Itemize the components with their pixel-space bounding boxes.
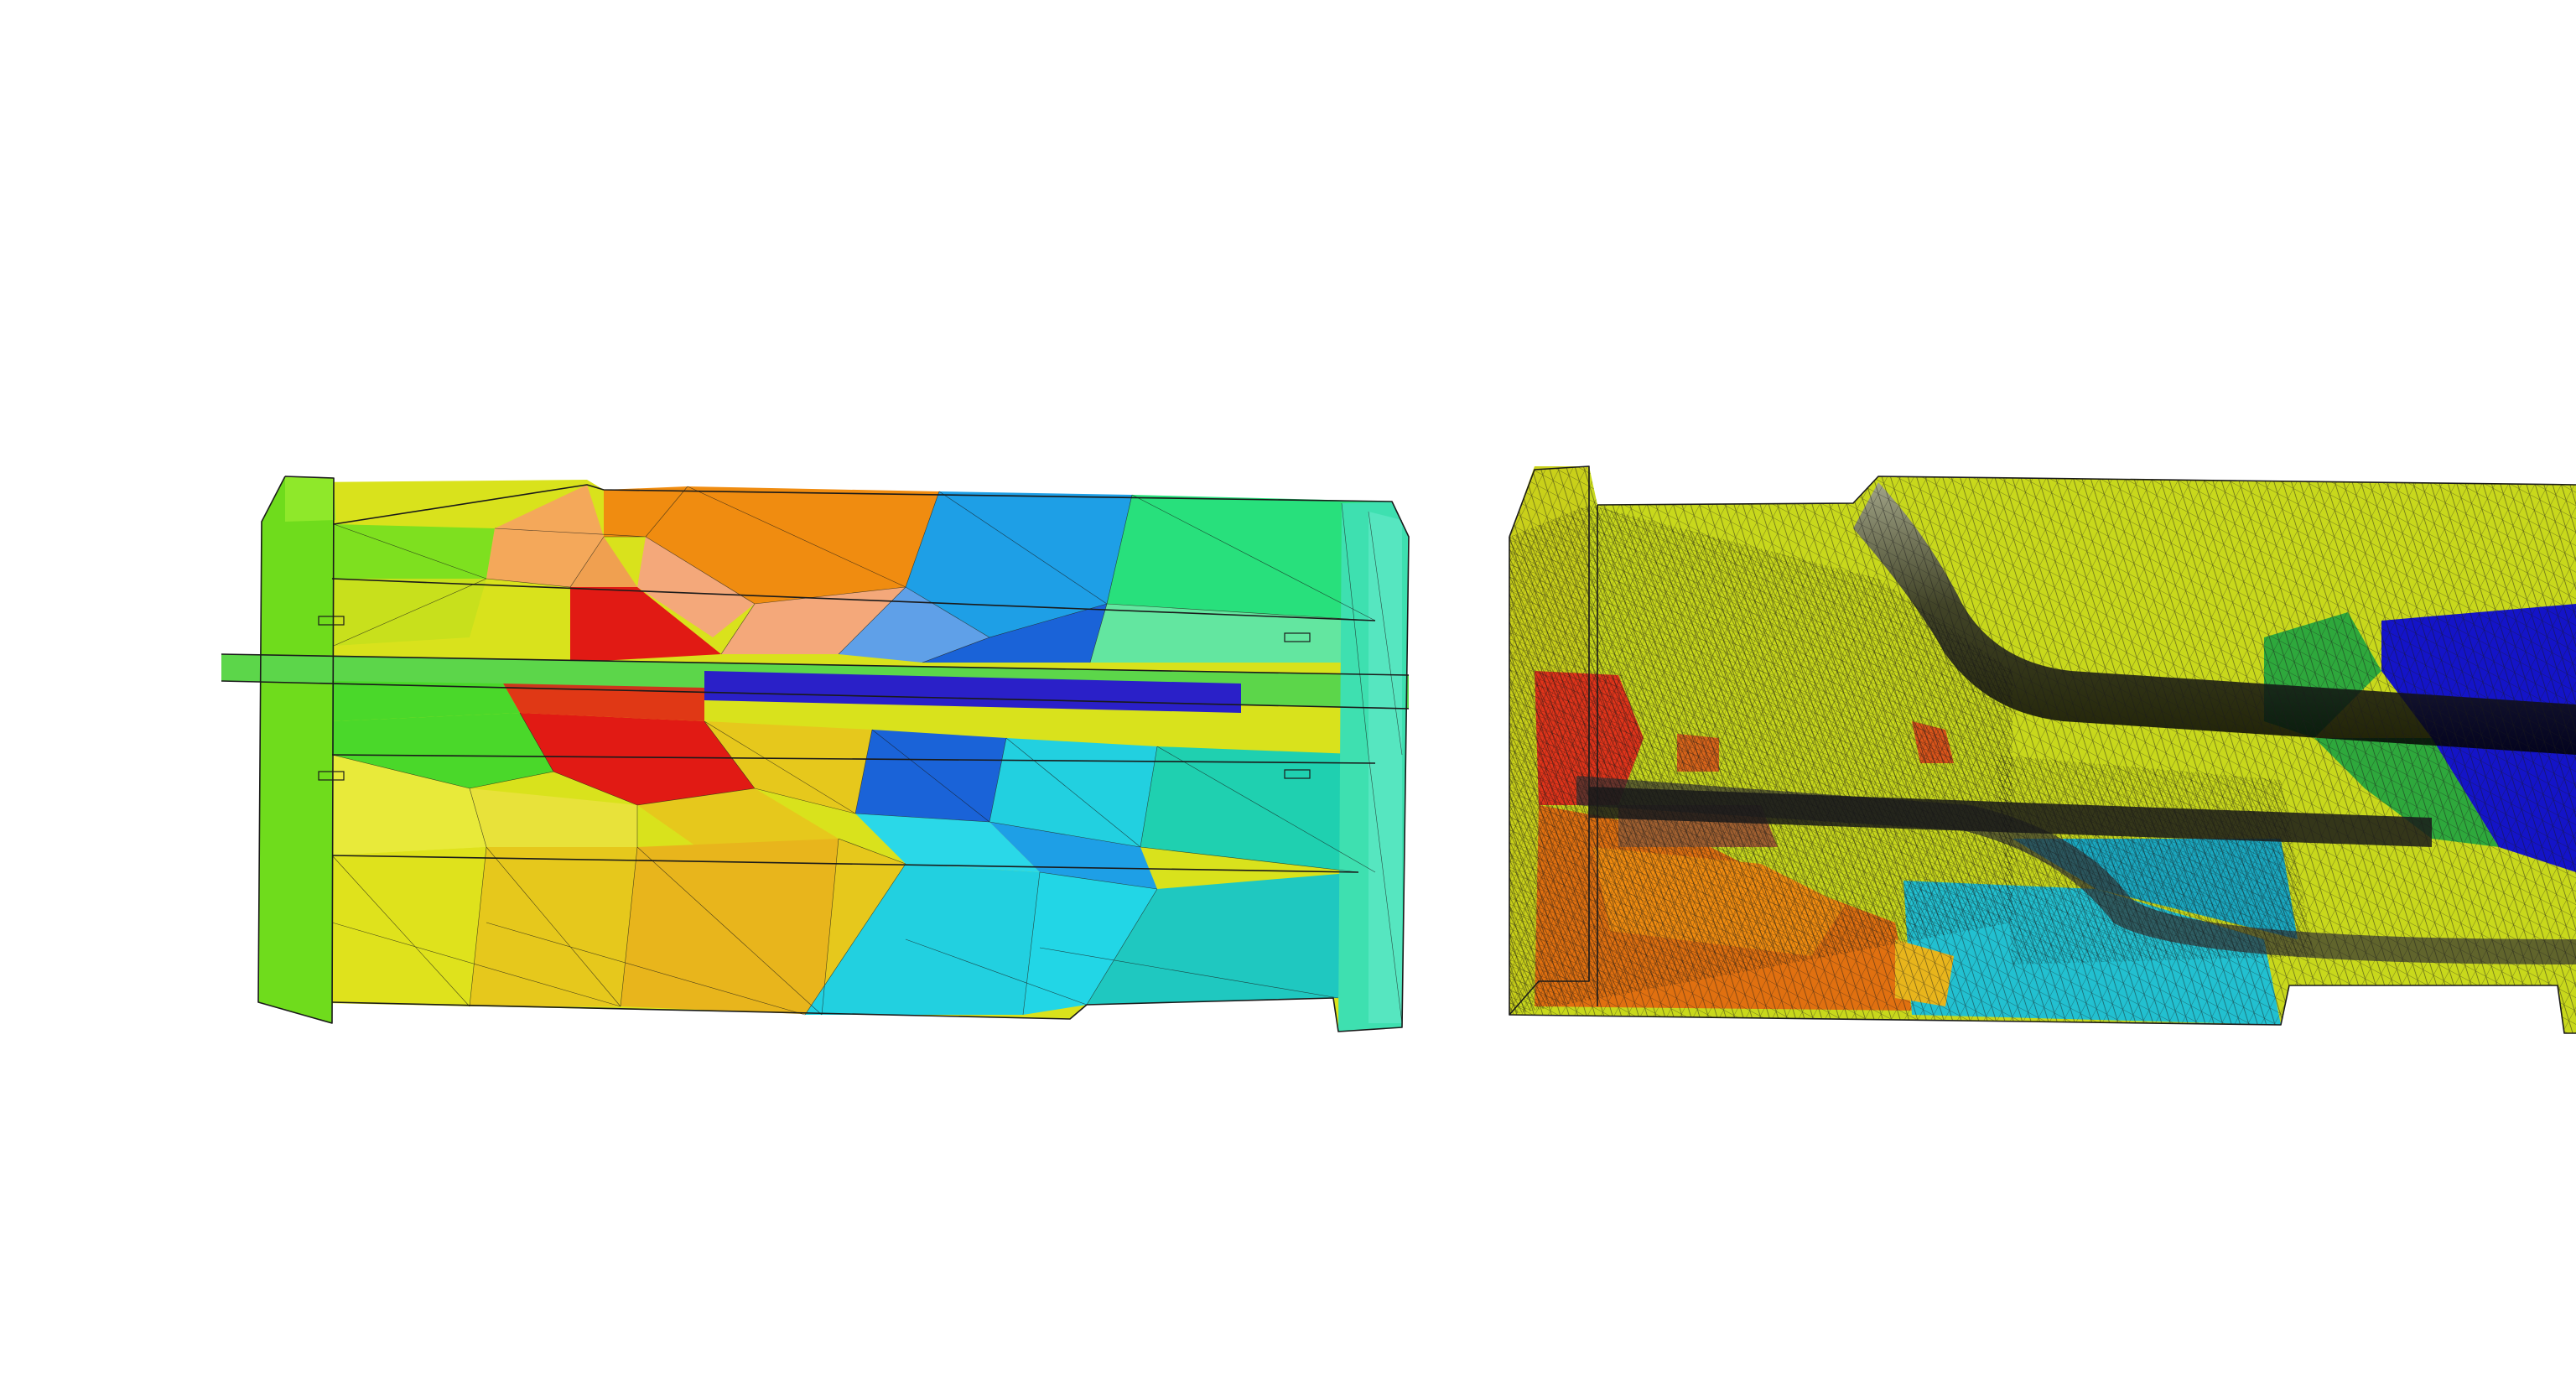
fine-wireframe	[1509, 465, 2576, 1034]
coarse-wireframe	[221, 476, 1410, 1032]
fine-mesh	[1509, 465, 2576, 1034]
coarse-mesh	[221, 476, 1410, 1032]
left-flange	[258, 476, 334, 1023]
